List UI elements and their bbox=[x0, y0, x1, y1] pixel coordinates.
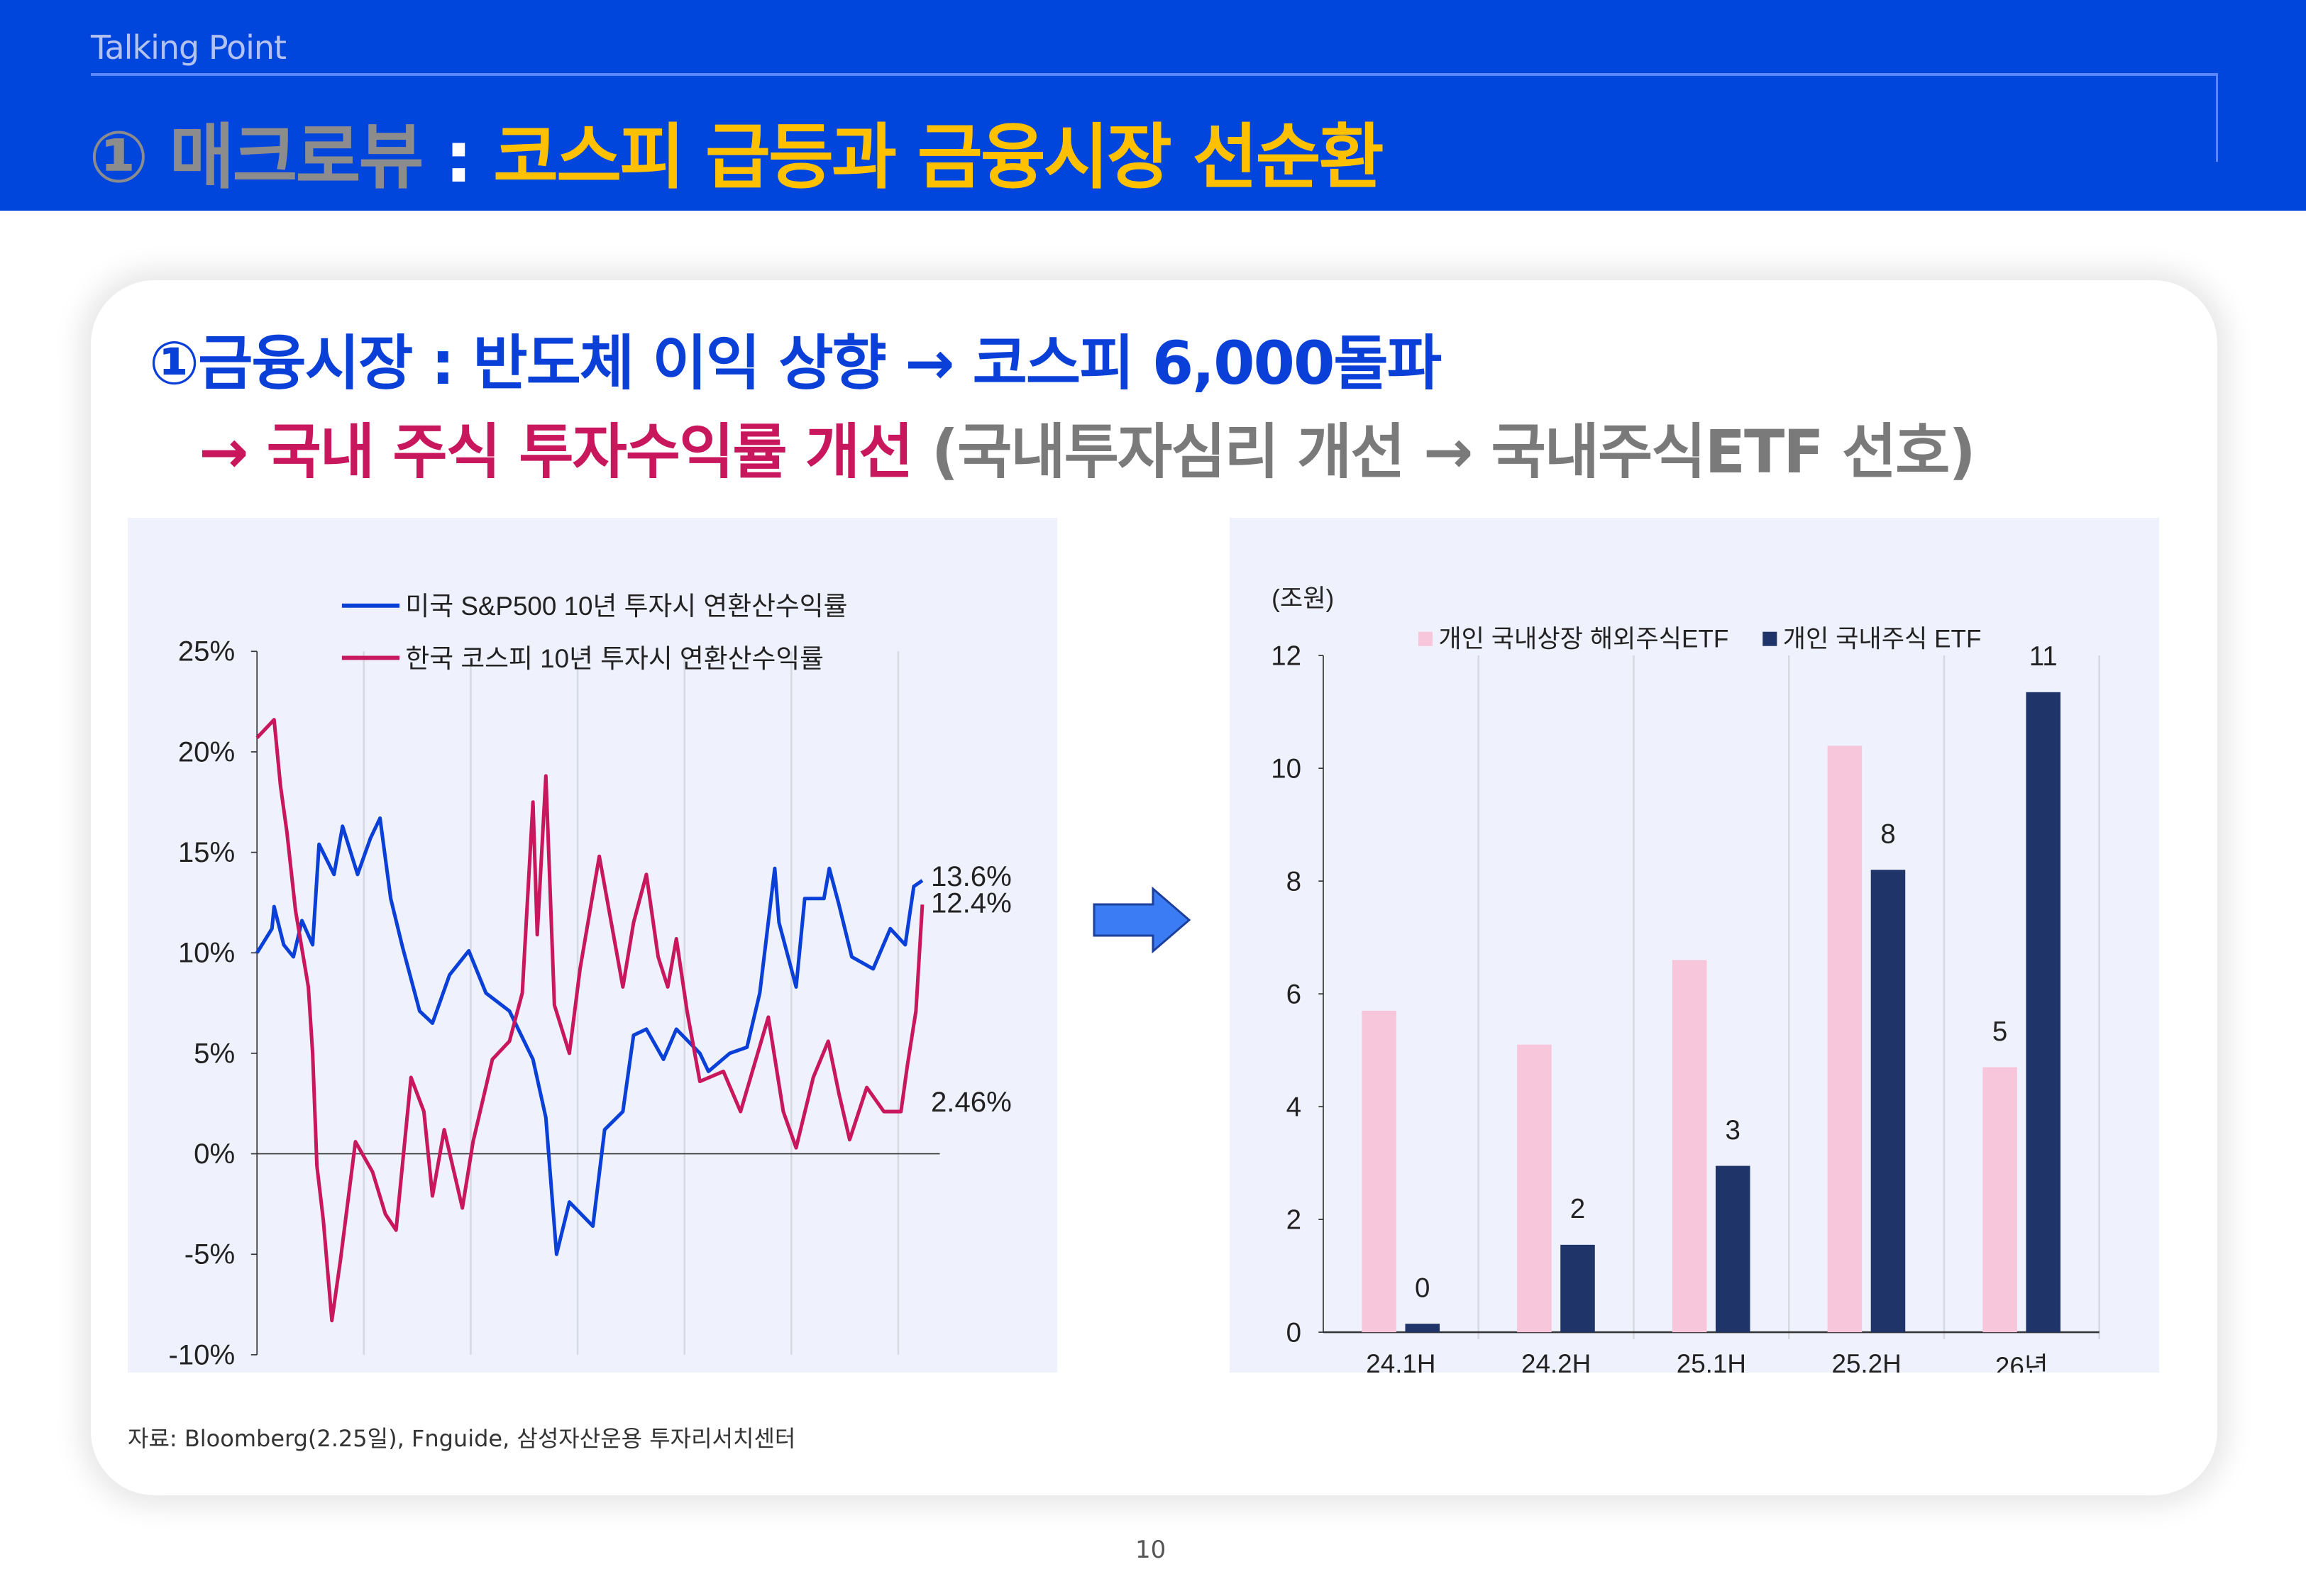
x-tick-label: 24.1H bbox=[1366, 1349, 1435, 1373]
headline-line2: → 국내 주식 투자수익률 개선 (국내투자심리 개선 → 국내주식ETF 선호… bbox=[199, 404, 1976, 490]
right-arrow-icon bbox=[1093, 886, 1192, 957]
x-tick-label: 10 bbox=[562, 1370, 594, 1373]
y-tick-label: -5% bbox=[184, 1238, 235, 1270]
page-number: 10 bbox=[1135, 1536, 1166, 1564]
header-divider bbox=[91, 73, 2217, 76]
y-tick-label: 25% bbox=[178, 636, 235, 667]
x-tick-label: 00 bbox=[348, 1370, 380, 1373]
source-note: 자료: Bloomberg(2.25일), Fnguide, 삼성자산운용 투자… bbox=[128, 1425, 796, 1452]
y-tick-label: 0 bbox=[1286, 1317, 1301, 1348]
x-tick-label: 05 bbox=[455, 1370, 487, 1373]
y-tick-label: -10% bbox=[168, 1339, 235, 1370]
legend-swatch bbox=[1762, 631, 1777, 646]
end-value-label: 12.4% bbox=[931, 887, 1012, 919]
x-tick-label: 20 bbox=[776, 1370, 807, 1373]
line-chart: 95 00 05 10 15 20 25 25% 20% 15% 10% 5% 0% -5% -10% 미국 … bbox=[168, 592, 1012, 1373]
domestic-etf-bar bbox=[1715, 1165, 1750, 1333]
x-tick-label: 95 bbox=[241, 1370, 273, 1373]
y-tick-label: 2 bbox=[1286, 1204, 1301, 1235]
headline-rest: (국내투자심리 개선 → 국내주식ETF 선호) bbox=[912, 417, 1976, 487]
x-tick-label: 25.2H bbox=[1831, 1349, 1901, 1373]
overseas-etf-bar bbox=[1672, 960, 1707, 1333]
title-topic: 코스피 급등과 금융시장 선순환 bbox=[493, 116, 1384, 199]
title-category: 매크로뷰 bbox=[169, 116, 424, 199]
y-tick-label: 10% bbox=[178, 937, 235, 969]
headline-emphasis: → 국내 주식 투자수익률 개선 bbox=[199, 417, 913, 487]
overseas-etf-bar bbox=[1982, 1067, 2017, 1333]
data-label: 0 bbox=[1415, 1273, 1430, 1304]
legend-label: 미국 S&P500 10년 투자시 연환산수익률 bbox=[405, 592, 847, 621]
x-tick-label: 15 bbox=[668, 1370, 700, 1373]
x-tick-label: 25.1H bbox=[1677, 1349, 1746, 1373]
unit-label: (조원) bbox=[1271, 585, 1334, 613]
domestic-etf-bar bbox=[1560, 1244, 1595, 1333]
end-value-label: 13.6% bbox=[931, 860, 1012, 892]
legend-label: 개인 국내주식 ETF bbox=[1783, 625, 1982, 653]
header-banner: Talking Point ① 매크로뷰 : 코스피 급등과 금융시장 선순환 bbox=[0, 0, 2306, 211]
title-separator: : bbox=[421, 116, 494, 199]
y-tick-label: 6 bbox=[1286, 980, 1301, 1010]
kospi-line bbox=[255, 718, 925, 1323]
y-tick-label: 0% bbox=[194, 1138, 235, 1170]
data-label: 11 bbox=[2029, 641, 2058, 672]
headline-line1: ①금융시장 : 반도체 이익 상향 → 코스피 6,000돌파 bbox=[149, 328, 1442, 398]
line-chart-panel: 95 00 05 10 15 20 25 25% 20% 15% 10% 5% 0% -5% -10% 미국 … bbox=[128, 518, 1057, 1373]
page-title: ① 매크로뷰 : 코스피 급등과 금융시장 선순환 bbox=[89, 99, 1384, 202]
x-tick-label: 24.2H bbox=[1521, 1349, 1591, 1373]
legend-label: 개인 국내상장 해외주식ETF bbox=[1438, 625, 1728, 653]
y-tick-label: 10 bbox=[1271, 754, 1301, 785]
overseas-etf-bar bbox=[1362, 1010, 1396, 1333]
overseas-etf-bar bbox=[1517, 1044, 1552, 1333]
y-tick-label: 4 bbox=[1286, 1092, 1301, 1123]
x-tick-label: 26년 bbox=[1995, 1352, 2048, 1373]
legend-label: 한국 코스피 10년 투자시 연환산수익률 bbox=[405, 644, 824, 673]
y-tick-label: 20% bbox=[178, 736, 235, 767]
y-tick-label: 12 bbox=[1271, 641, 1301, 672]
data-label: 2 bbox=[1570, 1194, 1585, 1224]
data-label: 5 bbox=[1992, 1016, 2007, 1047]
section-label: Talking Point bbox=[91, 28, 287, 67]
title-number: ① bbox=[89, 116, 149, 199]
data-label: 3 bbox=[1726, 1115, 1740, 1146]
sp500-line bbox=[255, 816, 924, 1256]
header-divider-vertical bbox=[2216, 73, 2218, 162]
domestic-etf-bar bbox=[1870, 870, 1906, 1333]
domestic-etf-bar bbox=[2026, 692, 2060, 1333]
legend-swatch bbox=[1418, 631, 1433, 646]
y-tick-label: 8 bbox=[1286, 867, 1301, 897]
overseas-etf-bar bbox=[1827, 746, 1863, 1333]
domestic-etf-bar bbox=[1405, 1324, 1440, 1333]
bar-chart: 12 10 8 6 4 2 0 (조원) 개인 국내상장 해외주식ETF 개인 국내주식 ETF 2… bbox=[1271, 585, 2100, 1373]
data-label: 8 bbox=[1880, 819, 1895, 850]
end-value-label: 2.46% bbox=[931, 1086, 1012, 1118]
x-tick-label: 25 bbox=[883, 1370, 915, 1373]
bar-chart-panel: 12 10 8 6 4 2 0 (조원) 개인 국내상장 해외주식ETF 개인 국내주식 ETF 2… bbox=[1230, 518, 2159, 1373]
y-tick-label: 5% bbox=[194, 1037, 235, 1069]
y-tick-label: 15% bbox=[178, 836, 235, 868]
